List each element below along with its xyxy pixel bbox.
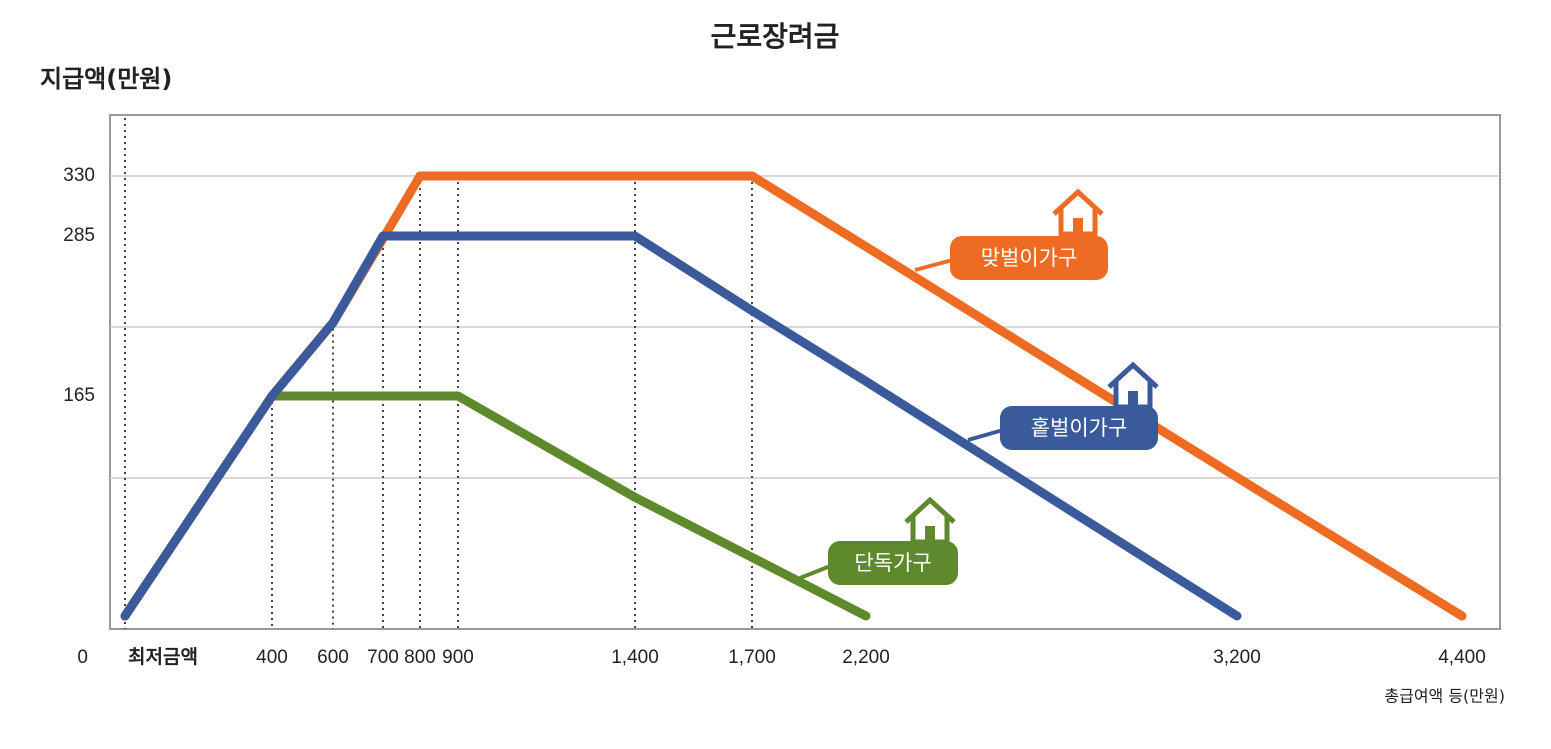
x-tick-label: 3,200 <box>1213 647 1261 668</box>
house-icon <box>904 496 956 545</box>
x-tick-label: 400 <box>256 647 288 668</box>
x-tick-label: 2,200 <box>842 647 890 668</box>
house-icon <box>1107 361 1159 410</box>
x-axis-label: 총급여액 등(만원) <box>1384 687 1505 706</box>
plot-frame <box>109 114 1501 630</box>
y-tick-label: 285 <box>63 225 95 246</box>
x-tick-label: 최저금액 <box>128 646 198 668</box>
x-tick-label: 1,700 <box>728 647 776 668</box>
x-tick-label: 700 <box>367 647 399 668</box>
chart-title: 근로장려금 <box>711 20 840 53</box>
x-tick-label: 800 <box>404 647 436 668</box>
label-box <box>828 541 958 585</box>
y-tick-label: 330 <box>63 165 95 186</box>
series-line <box>120 231 1242 621</box>
legend-label: 맞벌이가구 <box>981 246 1078 270</box>
house-door <box>925 526 935 540</box>
label-box <box>1000 406 1158 450</box>
legend-label: 단독가구 <box>854 551 931 575</box>
y-tick-label: 0 <box>77 647 88 668</box>
house-icon <box>1052 188 1104 237</box>
legend-label: 홑벌이가구 <box>1031 416 1128 440</box>
x-tick-label: 900 <box>442 647 474 668</box>
x-tick-label: 1,400 <box>611 647 659 668</box>
x-tick-label: 4,400 <box>1438 647 1486 668</box>
x-tick-label: 600 <box>317 647 349 668</box>
y-tick-label: 165 <box>63 385 95 406</box>
series-line <box>120 391 871 621</box>
y-axis-label: 지급액(만원) <box>40 65 172 93</box>
house-door <box>1128 391 1138 405</box>
label-box <box>950 236 1108 280</box>
house-door <box>1073 218 1083 232</box>
